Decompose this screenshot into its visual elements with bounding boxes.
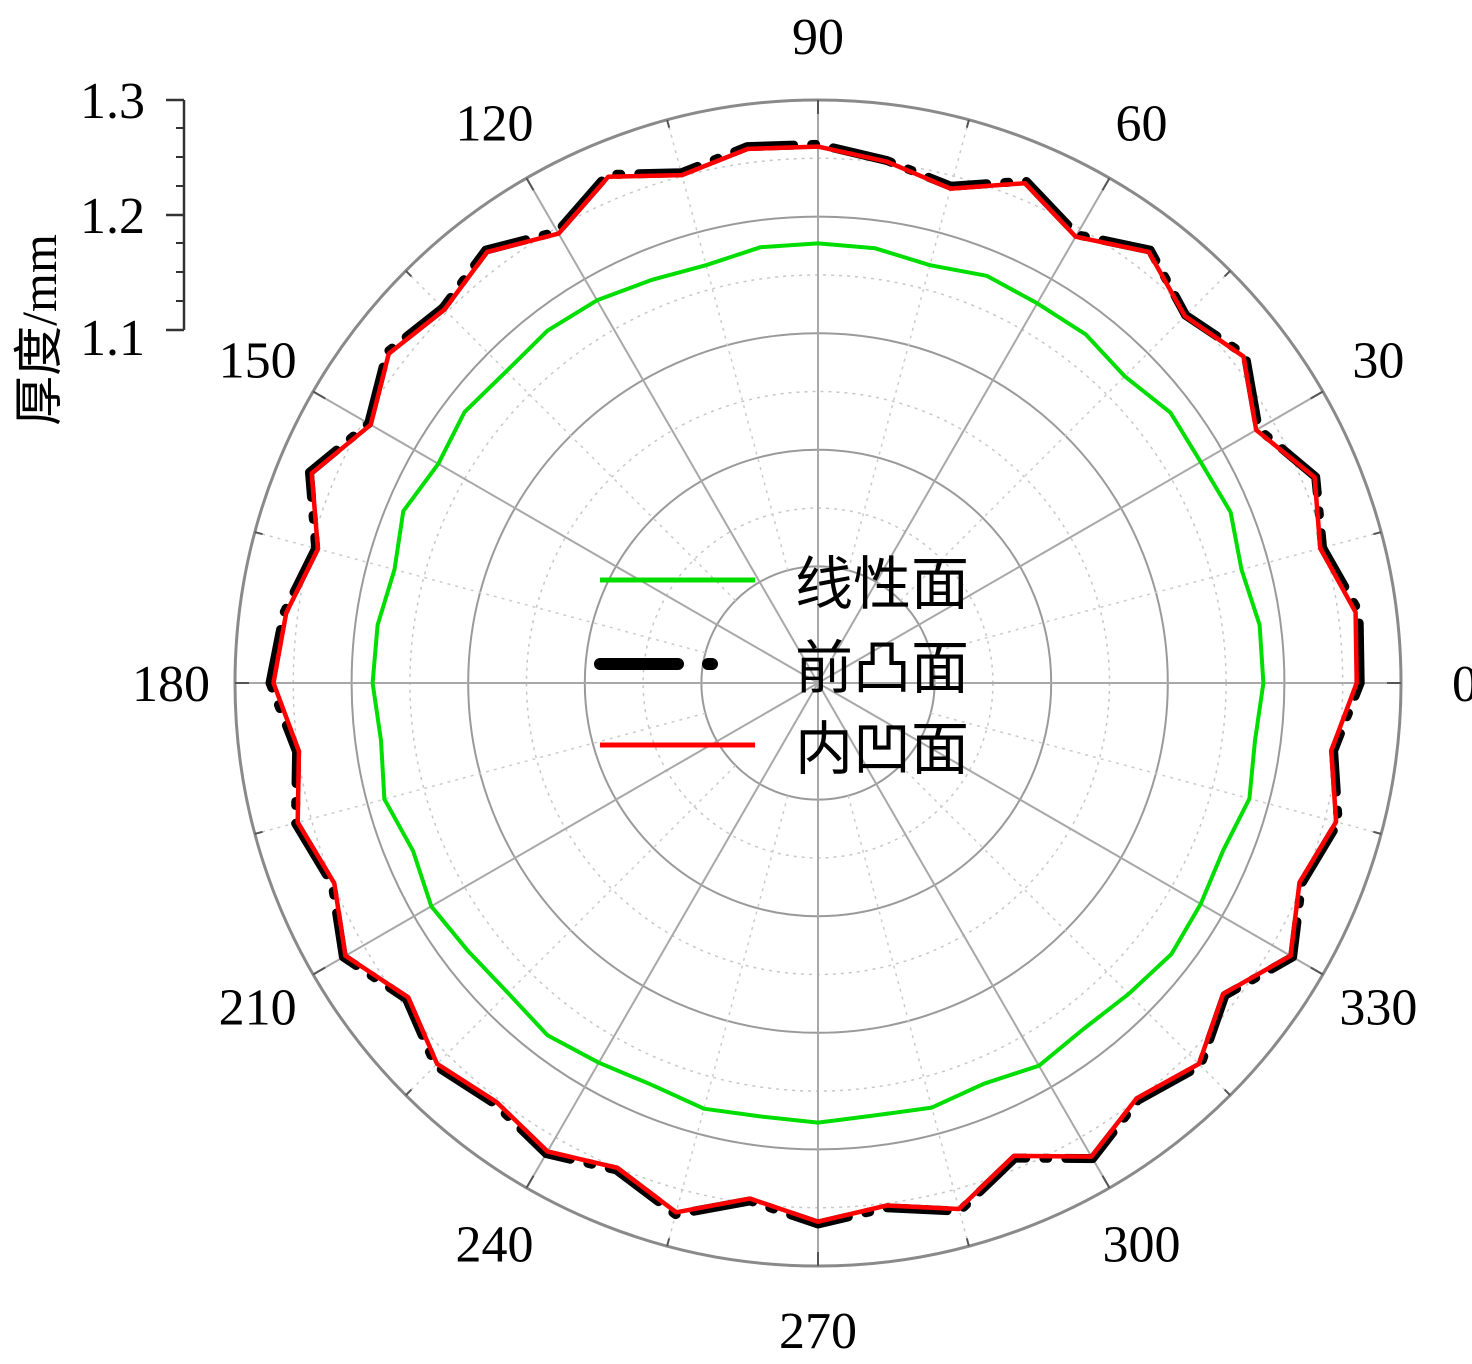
polar-grid [233,98,1403,1268]
minor-grid-spoke [254,712,706,835]
angle-tick-label: 210 [219,980,297,1037]
r-tick-label: 1.2 [80,188,145,245]
angle-tick-label: 300 [1103,1216,1181,1273]
grid-spoke [312,682,819,976]
angle-tick-label: 180 [132,656,210,713]
y-axis-title: 厚度/mm [11,234,67,426]
angle-tick-label: 0 [1452,656,1472,713]
grid-spoke [817,390,1324,684]
angle-tick-label: 120 [456,96,534,153]
minor-grid-spoke [899,764,1231,1096]
angle-tick-mark [254,531,263,536]
angle-tick-label: 270 [779,1303,857,1360]
angle-tick-mark [666,1238,671,1247]
legend-label-linear: 线性面 [795,550,969,618]
grid-spoke [817,682,1111,1189]
minor-grid-spoke [666,119,789,571]
minor-grid-spoke [930,712,1382,835]
minor-grid-spoke [847,119,970,571]
minor-grid-spoke [930,531,1382,654]
angle-tick-mark [1223,1088,1231,1096]
minor-grid-spoke [666,795,789,1247]
minor-grid-spoke [899,270,1231,602]
angle-tick-mark [1310,966,1324,976]
angle-tick-mark [525,1175,535,1189]
angle-tick-label: 90 [792,9,844,66]
angle-tick-mark [405,1088,413,1096]
angle-tick-mark [312,966,326,976]
minor-grid-spoke [405,270,737,602]
grid-spoke [312,390,819,684]
series-layer [265,139,1365,1229]
legend-label-concave: 内凹面 [795,715,969,783]
angle-tick-label: 330 [1339,980,1417,1037]
angle-tick-mark [965,119,970,128]
minor-grid-spoke [405,764,737,1096]
angle-tick-label: 150 [219,333,297,390]
angle-labels: 0 30 60 90 120 150 180 210 240 270 300 330 [132,9,1472,1360]
angle-tick-mark [965,1238,970,1247]
angle-tick-mark [1373,830,1382,835]
series-line-linear [370,241,1266,1125]
minor-grid-spoke [847,795,970,1247]
grid-spoke [525,682,819,1189]
angle-tick-mark [1101,1175,1111,1189]
angle-tick-mark [1310,390,1324,400]
series-line-concave [271,144,1359,1224]
grid-spoke [817,682,1324,976]
grid-spoke [525,177,819,684]
angle-tick-label: 240 [456,1216,534,1273]
minor-grid-spoke [254,531,706,654]
angle-tick-mark [1373,531,1382,536]
angle-tick-mark [405,270,413,278]
angle-tick-label: 30 [1352,333,1404,390]
radial-scale: 1.3 1.2 1.1 厚度/mm [11,73,186,426]
angle-tick-mark [254,830,263,835]
angle-tick-mark [312,390,326,400]
angle-tick-mark [666,119,671,128]
angle-tick-label: 60 [1116,96,1168,153]
r-tick-label: 1.3 [80,73,145,130]
grid-spoke [817,177,1111,684]
series-line-convex [265,139,1365,1229]
legend-label-convex: 前凸面 [795,634,969,702]
r-tick-label: 1.1 [80,310,145,367]
angle-tick-mark [1101,177,1111,191]
angle-tick-mark [525,177,535,191]
legend: 线性面 前凸面 内凹面 [594,550,969,783]
angle-tick-mark [1223,270,1231,278]
